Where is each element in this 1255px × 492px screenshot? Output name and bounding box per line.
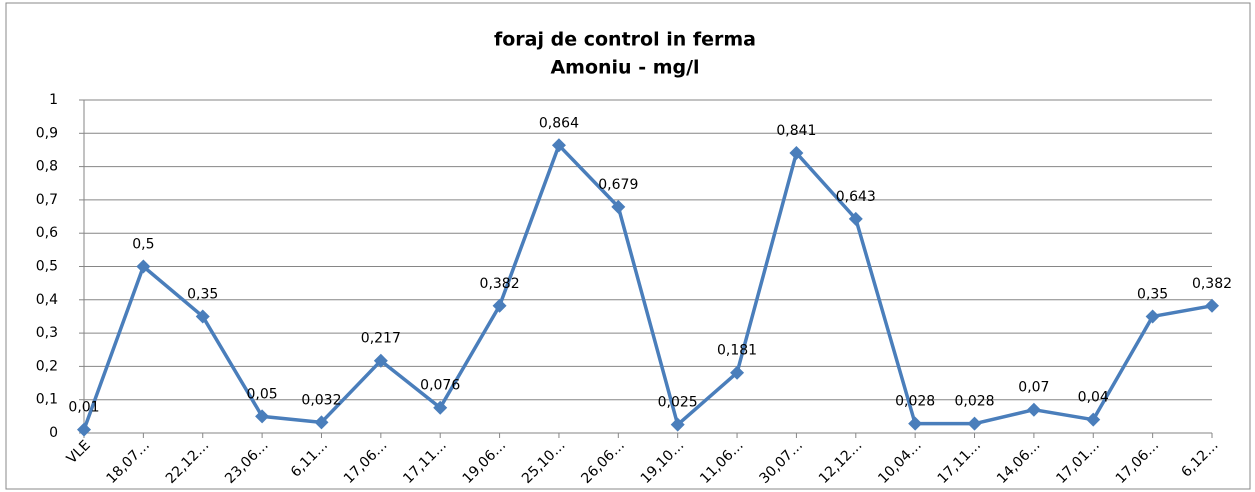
data-label: 0,841 — [776, 123, 816, 139]
point-marker — [670, 417, 685, 432]
data-label: 0,679 — [598, 177, 638, 193]
data-label: 0,5 — [132, 237, 154, 253]
chart-subtitle: Amoniu - mg/l — [550, 57, 699, 79]
point-marker — [967, 416, 982, 431]
data-label: 0,217 — [361, 331, 401, 347]
data-label: 0,01 — [68, 400, 99, 416]
point-marker — [255, 409, 270, 424]
point-marker — [789, 145, 804, 160]
point-marker — [314, 415, 329, 430]
point-marker — [492, 298, 507, 313]
series-line — [82, 143, 1213, 431]
data-label: 0,382 — [1192, 276, 1232, 292]
data-label: 0,028 — [954, 394, 994, 410]
point-marker — [195, 309, 210, 324]
y-tick-label: 0,9 — [36, 125, 58, 141]
data-label: 0,05 — [247, 386, 278, 402]
y-tick-label: 1 — [49, 92, 58, 108]
point-marker — [136, 259, 151, 274]
point-marker — [551, 138, 566, 153]
data-label: 0,382 — [480, 276, 520, 292]
point-marker — [77, 422, 91, 437]
y-tick-label: 0,1 — [36, 392, 58, 408]
y-tick-label: 0,2 — [36, 358, 58, 374]
y-tick-label: 0,6 — [36, 225, 58, 241]
y-tick-label: 0,5 — [36, 259, 58, 275]
point-marker — [1205, 298, 1219, 313]
point-marker — [848, 211, 863, 226]
point-marker — [1086, 412, 1101, 427]
y-tick-label: 0,3 — [36, 325, 58, 341]
point-marker — [908, 416, 923, 431]
point-marker — [1026, 402, 1041, 417]
data-label: 0,35 — [187, 286, 218, 302]
data-label: 0,181 — [717, 343, 757, 359]
y-tick-label: 0,8 — [36, 159, 58, 175]
point-marker — [373, 353, 388, 368]
point-marker — [1145, 309, 1160, 324]
data-label: 0,076 — [420, 378, 460, 394]
y-tick-label: 0,4 — [36, 292, 58, 308]
data-label: 0,032 — [301, 392, 341, 408]
chart-title: foraj de control in ferma — [494, 29, 756, 51]
data-label: 0,025 — [658, 395, 698, 411]
data-label: 0,028 — [895, 394, 935, 410]
y-tick-label: 0 — [49, 425, 58, 441]
data-label: 0,643 — [836, 189, 876, 205]
point-marker — [611, 199, 626, 214]
point-marker — [730, 365, 745, 380]
data-label: 0,04 — [1078, 390, 1109, 406]
data-label: 0,07 — [1018, 380, 1049, 396]
y-tick-label: 0,7 — [36, 192, 58, 208]
point-marker — [433, 400, 448, 415]
data-label: 0,864 — [539, 115, 579, 131]
data-label: 0,35 — [1137, 286, 1168, 302]
